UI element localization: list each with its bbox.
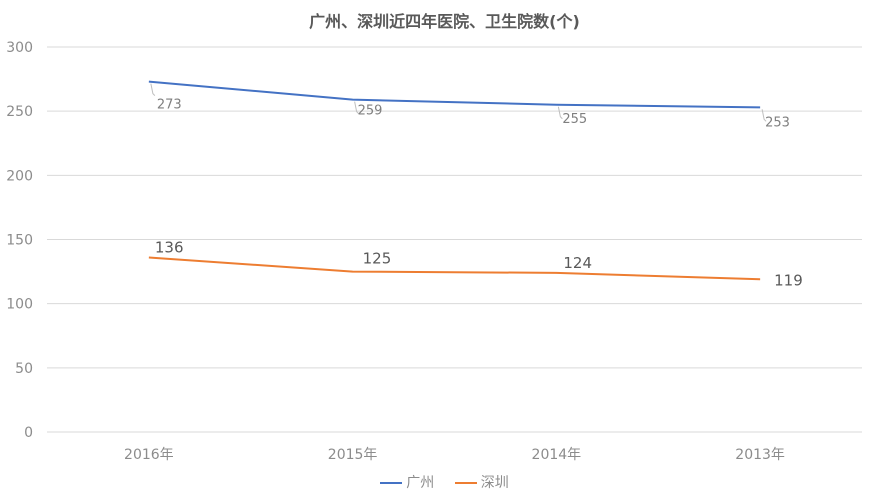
data-label-1-0: 136	[155, 238, 184, 256]
x-tick-label-3: 2013年	[735, 447, 785, 463]
series-line-0	[148, 80, 761, 109]
leader-line-0-1	[354, 101, 359, 114]
data-label-1-1: 125	[363, 250, 392, 268]
legend-label-guangzhou: 广州	[406, 475, 435, 491]
series-line-1	[148, 256, 761, 281]
y-tick-label-50: 50	[15, 361, 33, 377]
y-tick-label-150: 150	[6, 233, 33, 249]
data-label-0-2: 255	[562, 112, 587, 127]
legend-item-guangzhou: 广州	[380, 472, 434, 492]
data-label-1-3: 119	[774, 271, 803, 289]
legend-swatch-shenzhen	[454, 482, 477, 484]
y-tick-label-200: 200	[6, 168, 33, 184]
legend-swatch-guangzhou	[380, 482, 403, 484]
y-tick-label-100: 100	[6, 297, 33, 313]
leader-line-0-2	[557, 106, 563, 120]
data-label-0-1: 259	[358, 104, 383, 119]
legend-item-shenzhen: 深圳	[454, 472, 509, 492]
x-tick-label-0: 2016年	[124, 447, 174, 463]
data-label-0-3: 253	[765, 115, 790, 130]
y-tick-label-300: 300	[6, 40, 33, 56]
chart-legend: 广州 深圳	[0, 472, 889, 492]
y-tick-label-0: 0	[24, 425, 33, 441]
legend-label-shenzhen: 深圳	[480, 475, 509, 491]
x-tick-label-1: 2015年	[328, 447, 378, 463]
data-label-0-0: 273	[157, 98, 182, 113]
y-tick-label-250: 250	[6, 104, 33, 120]
data-label-1-2: 124	[563, 254, 592, 272]
leader-line-0-0	[150, 83, 156, 97]
chart-title: 广州、深圳近四年医院、卫生院数(个)	[309, 12, 580, 31]
leader-line-0-3	[761, 109, 767, 122]
x-tick-label-2: 2014年	[532, 447, 582, 463]
